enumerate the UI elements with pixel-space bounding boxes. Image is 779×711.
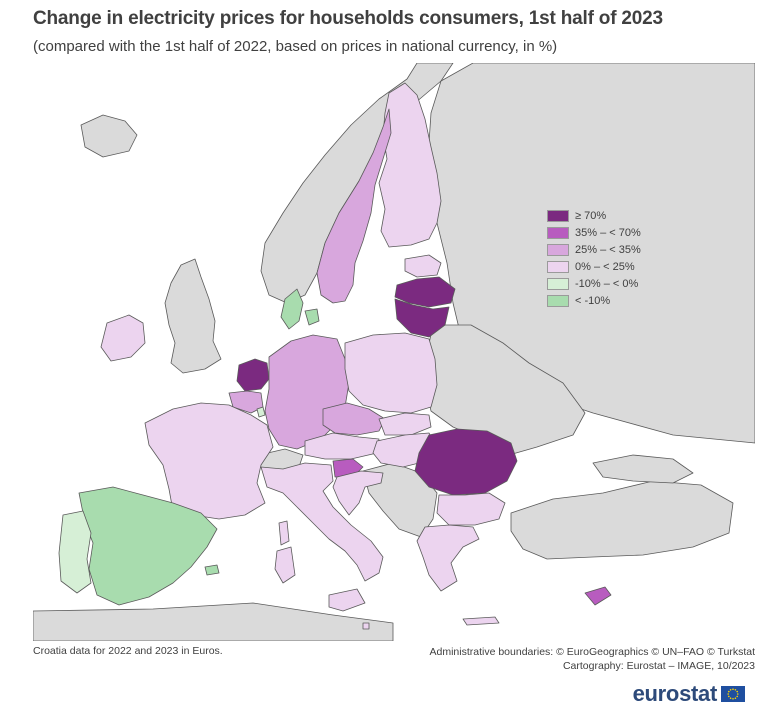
legend-swatch — [547, 277, 569, 290]
region-moldova-caucasus — [592, 454, 694, 484]
footnote-croatia: Croatia data for 2022 and 2023 in Euros. — [33, 645, 223, 657]
region-greece — [416, 524, 480, 592]
region-balearic — [204, 564, 220, 576]
region-greenland-iceland — [80, 114, 138, 158]
legend-swatch — [547, 260, 569, 273]
region-estonia — [404, 254, 442, 278]
legend-item: ≥ 70% — [547, 207, 677, 224]
region-sicily — [328, 588, 366, 612]
region-croatia — [332, 470, 384, 516]
map-legend: ≥ 70% 35% – < 70% 25% – < 35% 0% – < 25%… — [547, 207, 677, 309]
legend-label: ≥ 70% — [575, 209, 607, 222]
region-uk — [164, 258, 222, 374]
map-title: Change in electricity prices for househo… — [33, 8, 663, 29]
source-notes: Administrative boundaries: © EuroGeograp… — [429, 645, 755, 673]
legend-label: -10% – < 0% — [575, 277, 639, 290]
region-bulgaria — [436, 492, 506, 526]
region-latvia — [394, 276, 456, 308]
legend-label: 25% – < 35% — [575, 243, 641, 256]
region-netherlands — [236, 358, 270, 392]
legend-item: 25% – < 35% — [547, 241, 677, 258]
region-sweden — [316, 108, 392, 304]
region-luxembourg — [256, 406, 266, 418]
legend-item: 0% – < 25% — [547, 258, 677, 275]
legend-label: 0% – < 25% — [575, 260, 635, 273]
region-finland — [378, 82, 442, 248]
region-spain — [78, 486, 218, 606]
region-romania — [414, 428, 518, 496]
brand-name: eurostat — [632, 681, 718, 706]
region-slovakia — [378, 412, 432, 436]
region-portugal — [58, 510, 92, 594]
region-czechia — [322, 402, 386, 436]
region-norway — [260, 63, 454, 304]
region-north-africa — [33, 602, 394, 641]
legend-swatch — [547, 243, 569, 256]
region-cyprus — [584, 586, 612, 606]
region-malta — [362, 622, 370, 630]
map-svg — [33, 63, 755, 641]
region-corsica — [278, 520, 290, 546]
legend-label: 35% – < 70% — [575, 226, 641, 239]
eurostat-logo: eurostat — [633, 681, 745, 707]
region-denmark-islands — [304, 308, 320, 326]
region-turkey — [510, 480, 734, 560]
legend-swatch — [547, 209, 569, 222]
region-crete — [462, 616, 500, 626]
region-lithuania — [394, 298, 450, 338]
region-france — [144, 402, 274, 520]
region-poland — [344, 332, 438, 414]
eu-flag-icon — [721, 686, 745, 702]
legend-item: -10% – < 0% — [547, 275, 677, 292]
region-sardinia — [274, 546, 296, 584]
region-ireland — [100, 314, 146, 362]
legend-item: 35% – < 70% — [547, 224, 677, 241]
region-italy — [260, 462, 384, 582]
cartography-credit: Cartography: Eurostat – IMAGE, 10/2023 — [562, 660, 755, 672]
boundaries-credit: Administrative boundaries: © EuroGeograp… — [429, 646, 755, 658]
legend-item: < -10% — [547, 292, 677, 309]
region-denmark — [280, 288, 304, 330]
legend-swatch — [547, 226, 569, 239]
legend-swatch — [547, 294, 569, 307]
legend-label: < -10% — [575, 294, 611, 307]
map-subtitle: (compared with the 1st half of 2022, bas… — [33, 38, 558, 55]
choropleth-map — [33, 63, 755, 641]
